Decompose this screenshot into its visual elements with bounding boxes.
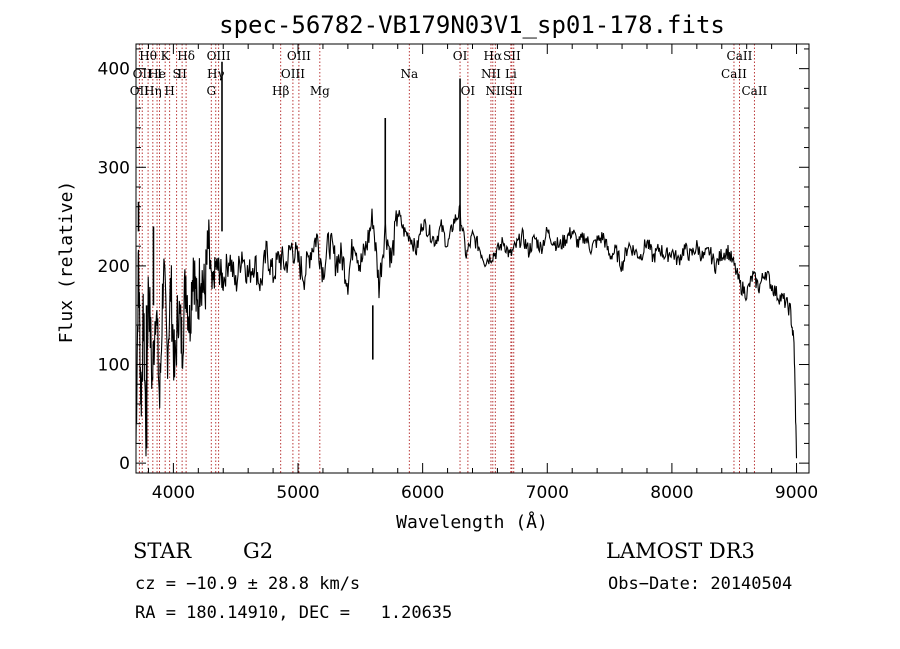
x-tick-label: 6000	[401, 483, 444, 503]
spectral-line-label: Hβ	[272, 84, 289, 98]
y-tick-label: 200	[98, 257, 130, 277]
spectral-line-label: CaII	[721, 67, 747, 81]
plot-frame	[135, 43, 810, 474]
spectral-line-label: Hη	[144, 84, 162, 98]
spectral-line-label: G	[206, 84, 216, 98]
y-tick-label: 300	[98, 158, 130, 178]
spectral-line-label: CaII	[741, 84, 767, 98]
spectral-line-label: CaII	[727, 49, 753, 63]
object-class: STAR	[133, 539, 192, 563]
coordinates: RA = 180.14910, DEC = 1.20635	[135, 603, 453, 623]
x-tick-label: 7000	[526, 483, 569, 503]
spectral-line-label: Hα	[484, 49, 503, 63]
x-axis-label: Wavelength (Å)	[396, 511, 548, 533]
x-tick-label: 9000	[775, 483, 818, 503]
y-tick-label: 100	[98, 356, 130, 376]
x-tick-label: 5000	[276, 483, 319, 503]
redshift-velocity: cz = −10.9 ± 28.8 km/s	[135, 574, 361, 594]
spectral-line-label: H	[164, 84, 174, 98]
spectral-line-label: OI	[453, 49, 468, 63]
chart-title: spec-56782-VB179N03V1_sp01-178.fits	[219, 11, 725, 39]
spectral-line-label: He	[148, 67, 166, 81]
y-tick-label: 0	[119, 454, 130, 474]
spectral-line-label: NII	[485, 84, 505, 98]
spectral-line-labels: OIIOIIHθHηHeIKHSIIHδGHγOIIIHβOIIIOIIIMgN…	[130, 49, 768, 98]
spectral-line-label: I	[157, 67, 162, 81]
survey-name: LAMOST DR3	[606, 539, 755, 563]
spectral-line-label: OIII	[287, 49, 311, 63]
y-axis: 0 100 200 300 400	[98, 48, 809, 474]
spectral-line-label: SII	[503, 49, 521, 63]
spectral-line-label: SII	[505, 84, 523, 98]
spectral-line-label: K	[161, 49, 171, 63]
observation-date: Obs−Date: 20140504	[608, 574, 793, 594]
x-tick-label: 4000	[152, 483, 195, 503]
spectral-line-label: Hδ	[177, 49, 195, 63]
spectral-line-label: Mg	[310, 84, 330, 98]
spectral-line-markers	[138, 44, 755, 473]
spectral-line-label: Hθ	[139, 49, 157, 63]
spectral-line-label: II	[177, 67, 187, 81]
spectral-line-label: OI	[461, 84, 476, 98]
spectral-line-label: OII	[130, 84, 150, 98]
spectral-line-label: NII	[481, 67, 501, 81]
spectral-line-label: S	[173, 67, 181, 81]
spectrum-spikes	[137, 61, 461, 449]
spectrum-line	[135, 204, 798, 459]
spectral-line-label: OII	[133, 67, 153, 81]
x-tick-label: 8000	[650, 483, 693, 503]
spectral-line-label: Li	[505, 67, 517, 81]
spectral-line-label: Hγ	[207, 67, 225, 81]
spectral-line-label: OIII	[281, 67, 305, 81]
x-axis: 4000 5000 6000 7000 8000 9000	[147, 44, 818, 503]
object-subclass: G2	[243, 539, 274, 563]
y-axis-label: Flux (relative)	[56, 181, 77, 344]
y-tick-label: 400	[98, 60, 130, 80]
spectral-line-label: OIII	[207, 49, 231, 63]
spectral-line-label: Na	[400, 67, 418, 81]
